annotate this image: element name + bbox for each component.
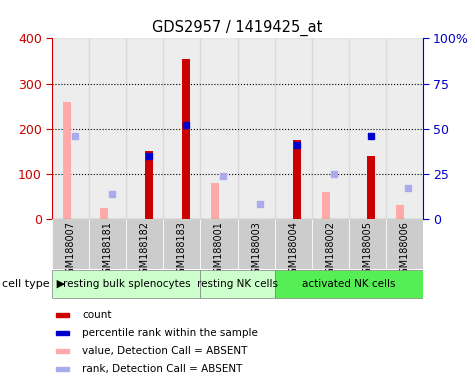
- Bar: [52, 270, 200, 298]
- Title: GDS2957 / 1419425_at: GDS2957 / 1419425_at: [152, 20, 323, 36]
- Bar: [386, 219, 423, 269]
- Text: count: count: [82, 310, 112, 321]
- Bar: [100, 208, 108, 219]
- Text: cell type  ▶: cell type ▶: [2, 279, 66, 289]
- Bar: [145, 151, 153, 219]
- Bar: [200, 270, 275, 298]
- Bar: [275, 270, 423, 298]
- Bar: [56, 331, 69, 335]
- Text: value, Detection Call = ABSENT: value, Detection Call = ABSENT: [82, 346, 247, 356]
- Text: rank, Detection Call = ABSENT: rank, Detection Call = ABSENT: [82, 364, 242, 374]
- Bar: [163, 38, 200, 219]
- Bar: [52, 38, 89, 219]
- Text: resting bulk splenocytes: resting bulk splenocytes: [63, 279, 190, 289]
- Bar: [275, 219, 312, 269]
- Bar: [396, 205, 404, 219]
- Bar: [52, 219, 89, 269]
- Text: GSM188183: GSM188183: [177, 221, 187, 280]
- Text: GSM188007: GSM188007: [66, 221, 76, 280]
- Bar: [386, 38, 423, 219]
- Bar: [275, 38, 312, 219]
- Bar: [126, 38, 163, 219]
- Text: GSM188006: GSM188006: [399, 221, 409, 280]
- Text: activated NK cells: activated NK cells: [302, 279, 395, 289]
- Bar: [89, 38, 126, 219]
- Bar: [293, 140, 301, 219]
- Bar: [349, 38, 386, 219]
- Bar: [200, 38, 238, 219]
- Text: percentile rank within the sample: percentile rank within the sample: [82, 328, 258, 338]
- Bar: [63, 101, 71, 219]
- Bar: [126, 219, 163, 269]
- Text: GSM188004: GSM188004: [288, 221, 298, 280]
- Bar: [322, 192, 330, 219]
- Text: resting NK cells: resting NK cells: [197, 279, 278, 289]
- Text: GSM188181: GSM188181: [103, 221, 113, 280]
- Text: GSM188005: GSM188005: [362, 221, 372, 280]
- Text: GSM188002: GSM188002: [325, 221, 335, 280]
- Bar: [56, 313, 69, 318]
- Bar: [312, 219, 349, 269]
- Bar: [89, 219, 126, 269]
- Bar: [163, 219, 200, 269]
- Text: GSM188001: GSM188001: [214, 221, 224, 280]
- Text: GSM188182: GSM188182: [140, 221, 150, 280]
- Bar: [367, 156, 375, 219]
- Bar: [211, 183, 219, 219]
- Bar: [56, 349, 69, 353]
- Bar: [312, 38, 349, 219]
- Bar: [56, 367, 69, 371]
- Bar: [349, 219, 386, 269]
- Text: GSM188003: GSM188003: [251, 221, 261, 280]
- Bar: [238, 219, 275, 269]
- Bar: [238, 38, 275, 219]
- Bar: [182, 59, 190, 219]
- Bar: [200, 219, 238, 269]
